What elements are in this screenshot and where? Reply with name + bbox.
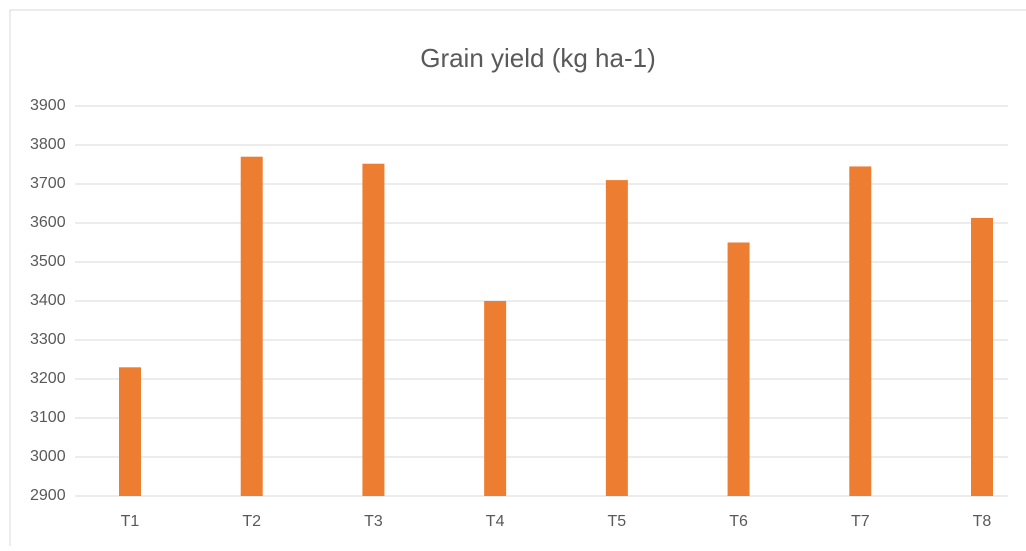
x-tick-label: T2 <box>242 513 261 530</box>
x-tick-label: T7 <box>851 513 870 530</box>
x-tick-label: T4 <box>486 513 505 530</box>
bar <box>484 301 507 496</box>
y-tick-label: 3000 <box>30 448 66 465</box>
y-tick-label: 3100 <box>30 409 66 426</box>
y-tick-label: 3900 <box>30 97 66 114</box>
bar <box>605 180 628 496</box>
y-tick-label: 3600 <box>30 214 66 231</box>
bar <box>971 217 993 496</box>
bar <box>362 163 385 496</box>
bar <box>849 166 872 496</box>
x-tick-label: T6 <box>729 513 748 530</box>
x-tick-label: T3 <box>364 513 383 530</box>
y-tick-label: 3400 <box>30 292 66 309</box>
chart-frame <box>9 9 1026 551</box>
x-tick-label: T1 <box>121 513 140 530</box>
y-tick-label: 3700 <box>30 175 66 192</box>
y-tick-label: 3200 <box>30 370 66 387</box>
x-tick-label: T5 <box>608 513 627 530</box>
bar <box>727 242 750 496</box>
y-tick-label: 3300 <box>30 331 66 348</box>
y-tick-label: 3800 <box>30 136 66 153</box>
x-tick-label: T8 <box>973 513 992 530</box>
bar <box>240 156 263 496</box>
bar <box>119 367 141 496</box>
y-tick-label: 2900 <box>30 487 66 504</box>
y-tick-label: 3500 <box>30 253 66 270</box>
chart-title: Grain yield (kg ha-1) <box>420 43 656 73</box>
